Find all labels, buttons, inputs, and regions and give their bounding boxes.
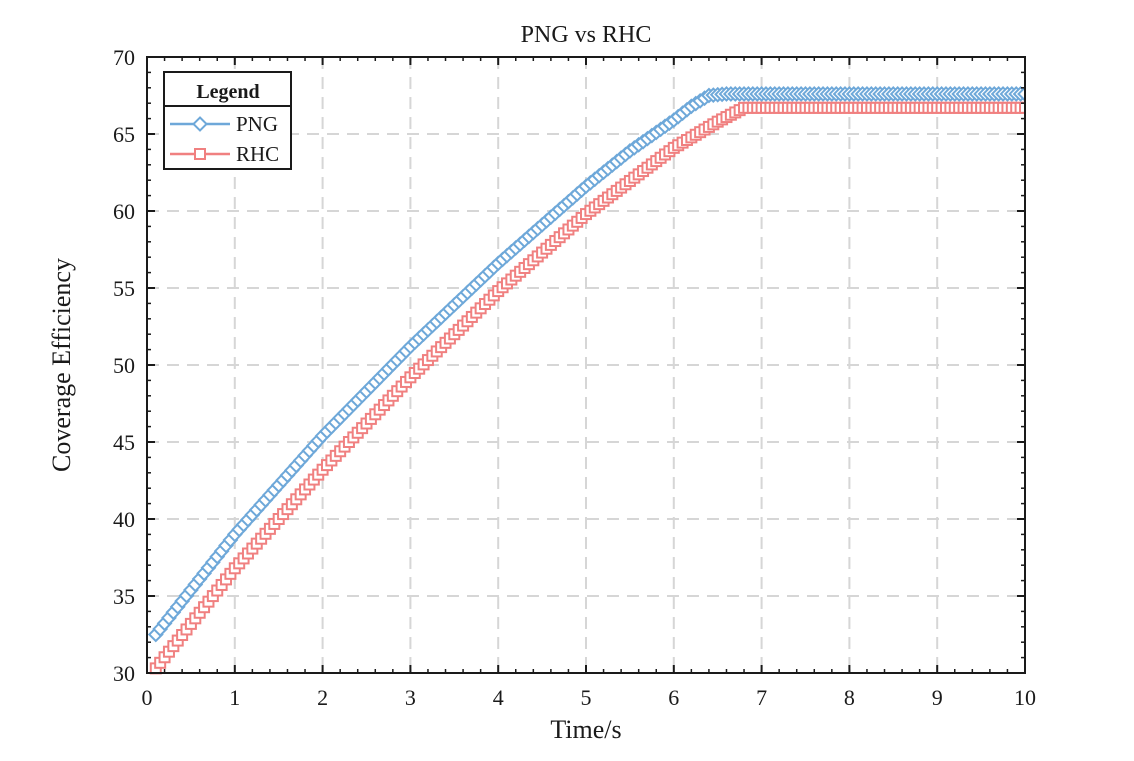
series-png bbox=[147, 86, 1025, 643]
plot-area bbox=[147, 86, 1025, 675]
y-tick-label: 70 bbox=[113, 45, 135, 70]
data-point-rhc bbox=[1019, 101, 1025, 114]
x-tick-label: 7 bbox=[756, 685, 767, 710]
y-tick-label: 45 bbox=[113, 430, 135, 455]
y-tick-label: 60 bbox=[113, 199, 135, 224]
x-tick-label: 10 bbox=[1014, 685, 1036, 710]
y-axis-title: Coverage Efficiency bbox=[47, 258, 76, 472]
series-rhc bbox=[149, 101, 1025, 675]
legend-label-rhc: RHC bbox=[236, 142, 279, 166]
chart-title: PNG vs RHC bbox=[521, 22, 652, 48]
x-tick-label: 6 bbox=[668, 685, 679, 710]
x-tick-label: 4 bbox=[493, 685, 504, 710]
y-tick-label: 50 bbox=[113, 353, 135, 378]
legend-marker-rhc bbox=[194, 148, 206, 160]
y-tick-label: 30 bbox=[113, 661, 135, 686]
x-tick-label: 1 bbox=[229, 685, 240, 710]
legend-title: Legend bbox=[196, 81, 259, 103]
grid bbox=[147, 57, 1025, 673]
legend: Legend PNG RHC bbox=[163, 71, 292, 170]
data-point-png bbox=[1017, 86, 1025, 102]
legend-marker-png bbox=[192, 116, 208, 132]
y-tick-label: 35 bbox=[113, 584, 135, 609]
x-axis-title: Time/s bbox=[550, 715, 621, 744]
y-tick-label: 40 bbox=[113, 507, 135, 532]
y-tick-label: 65 bbox=[113, 122, 135, 147]
x-tick-label: 5 bbox=[581, 685, 592, 710]
x-tick-label: 0 bbox=[142, 685, 153, 710]
x-tick-label: 2 bbox=[317, 685, 328, 710]
x-tick-label: 3 bbox=[405, 685, 416, 710]
x-tick-label: 8 bbox=[844, 685, 855, 710]
y-tick-label: 55 bbox=[113, 276, 135, 301]
series-line-rhc bbox=[154, 106, 1025, 670]
x-tick-label: 9 bbox=[932, 685, 943, 710]
legend-label-png: PNG bbox=[236, 112, 278, 136]
